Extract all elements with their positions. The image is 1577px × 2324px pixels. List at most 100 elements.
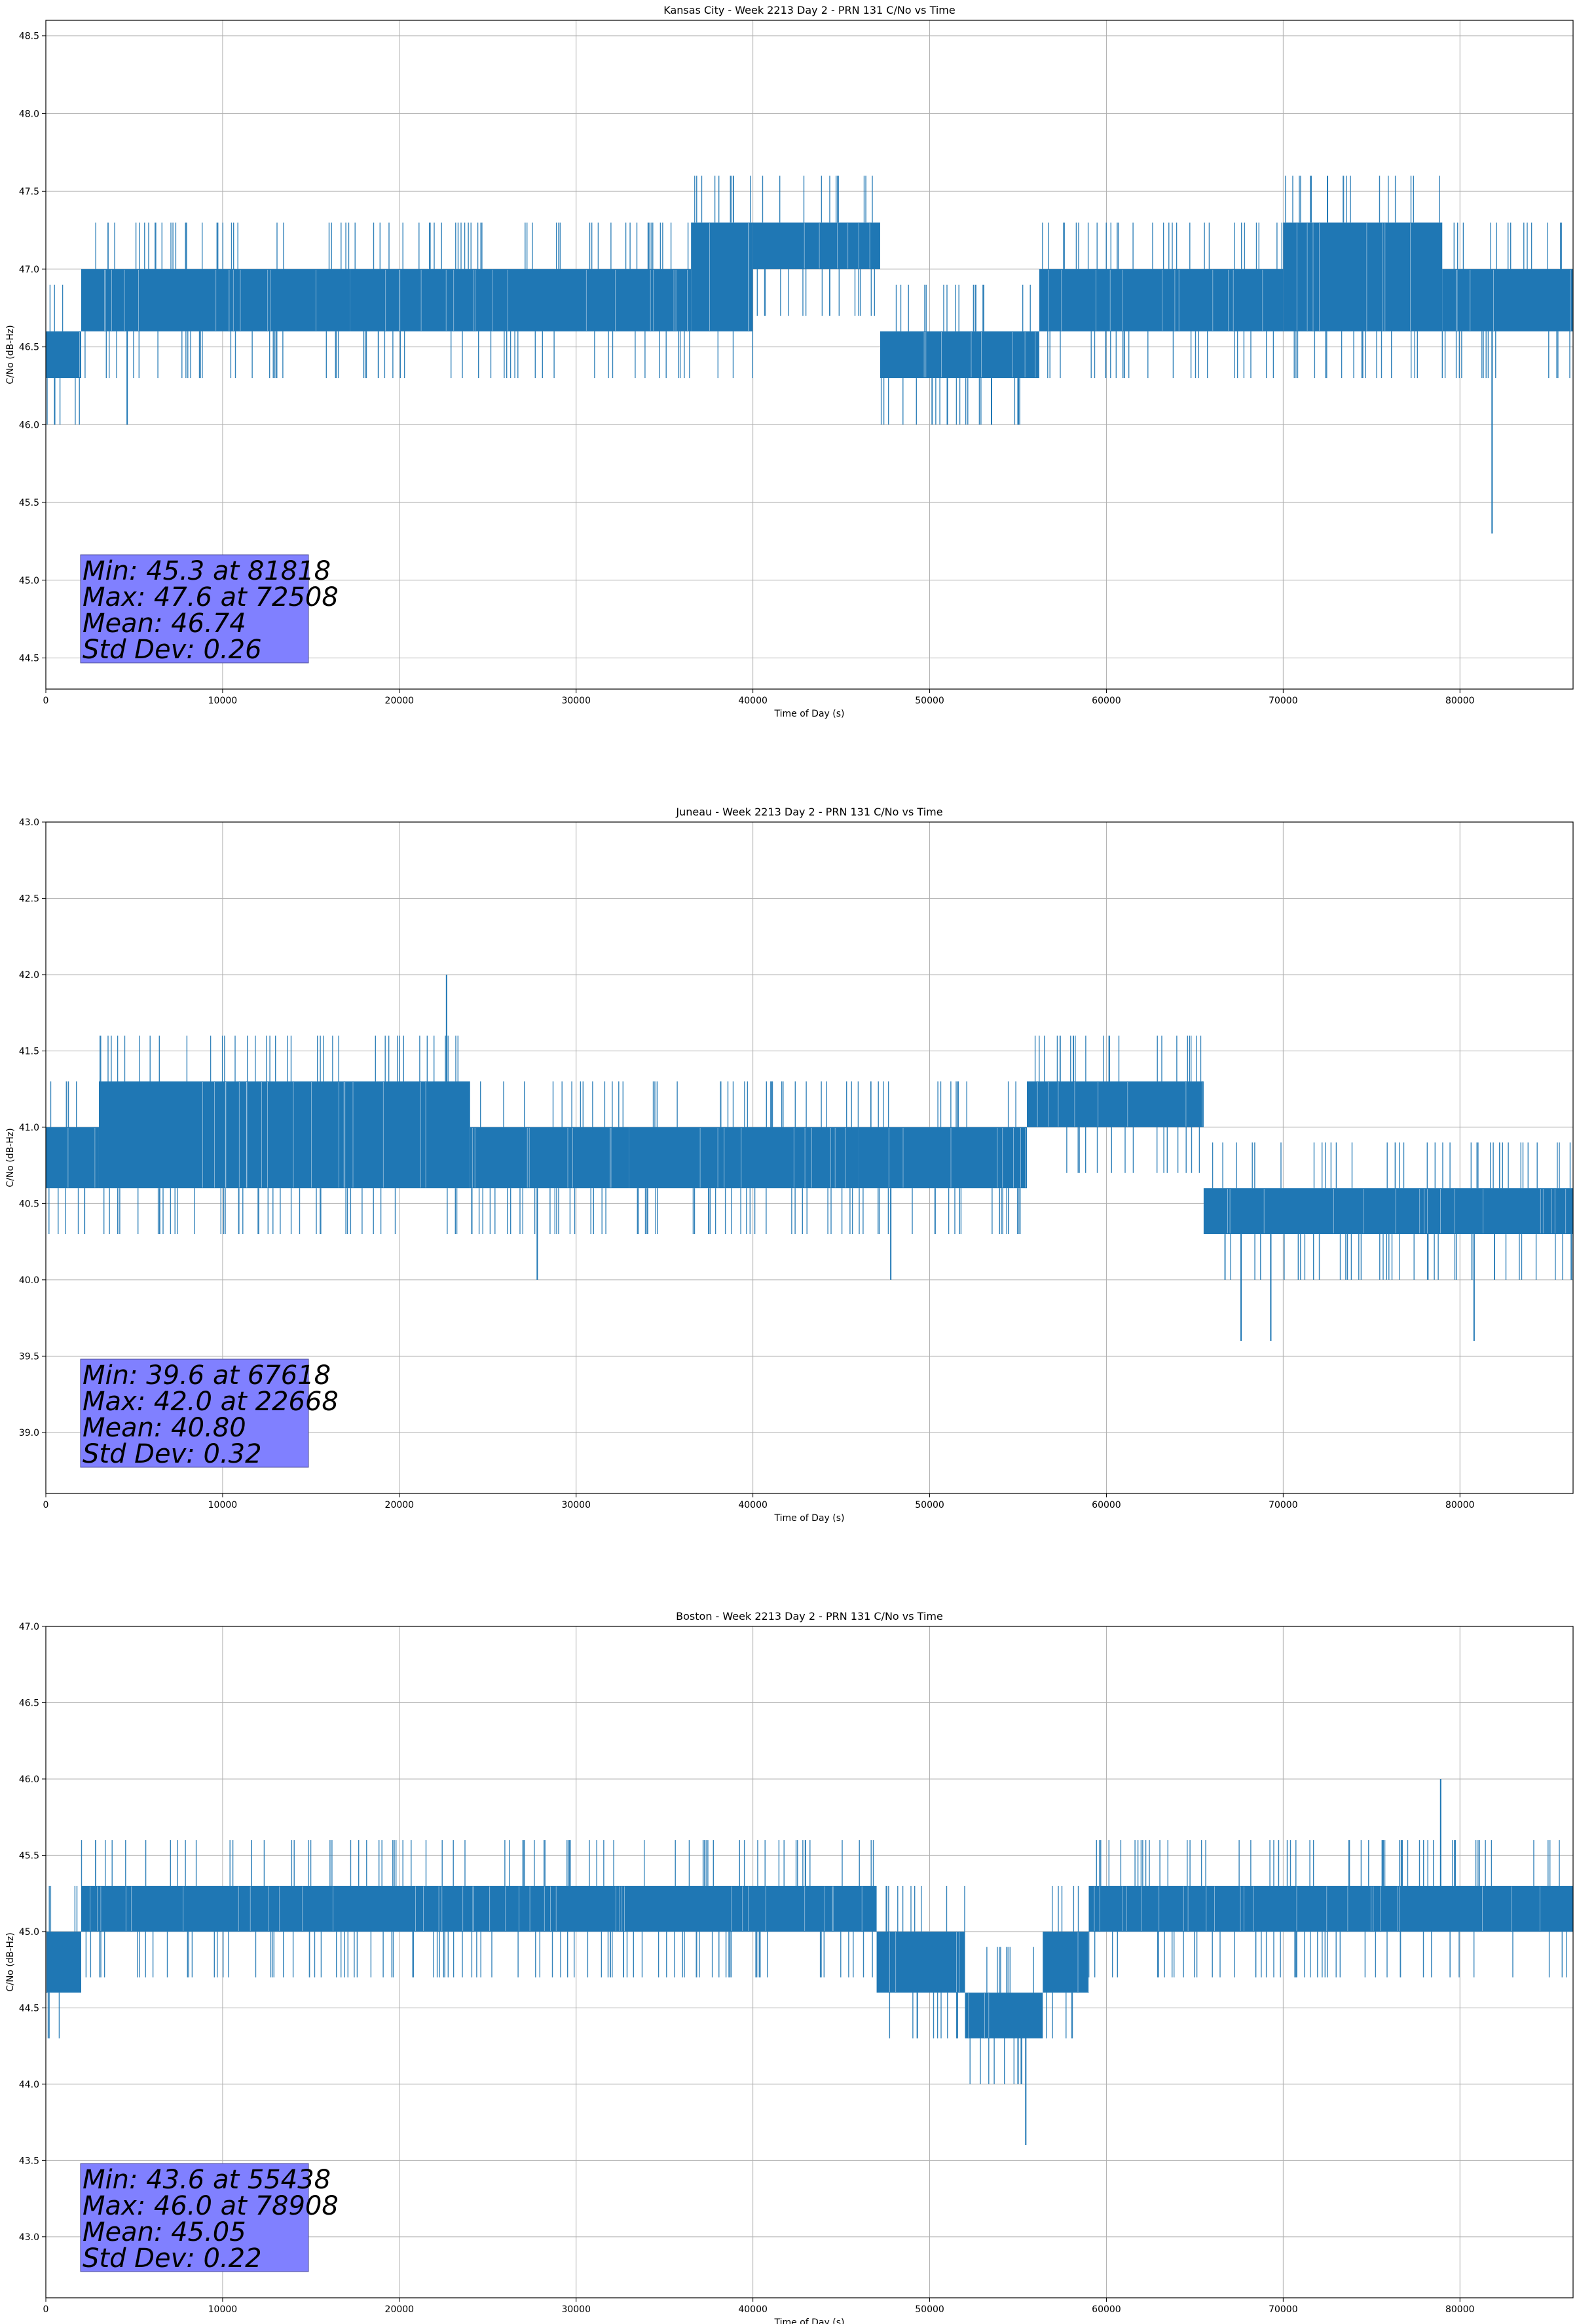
stats-line-0: Min: 45.3 at 81818 xyxy=(83,556,331,586)
stats-line-0: Min: 39.6 at 67618 xyxy=(83,1360,331,1391)
data-band-0 xyxy=(46,331,81,379)
data-band-4 xyxy=(859,1127,1027,1189)
chart-panel-0: 0 10000 20000 30000 40000 50000 60000 70000 8000… xyxy=(5,4,1574,719)
x-tick-label-5: 50000 xyxy=(915,696,944,706)
axes-frame xyxy=(45,821,1574,1494)
data-band-gaps-4 xyxy=(804,223,870,269)
x-tick-label-8: 80000 xyxy=(1445,1500,1475,1510)
y-tick-label-5: 41.5 xyxy=(19,1046,39,1057)
x-tick-label-4: 40000 xyxy=(738,1500,768,1510)
y-tick-label-6: 46.0 xyxy=(19,1774,39,1785)
x-tick-label-0: 0 xyxy=(43,2304,49,2315)
y-tick-label-3: 40.5 xyxy=(19,1199,39,1209)
data-band-2 xyxy=(350,269,692,331)
y-tick-label-5: 47.0 xyxy=(19,265,39,275)
x-tick-label-8: 80000 xyxy=(1445,2304,1475,2315)
data-band-gaps-4 xyxy=(888,1127,1026,1188)
chart-title: Boston - Week 2213 Day 2 - PRN 131 C/No … xyxy=(676,1610,943,1622)
y-tick-label-6: 47.5 xyxy=(19,187,39,197)
y-tick-label-3: 46.0 xyxy=(19,420,39,430)
data-band-4 xyxy=(1043,1931,1089,1993)
data-band-texture-7 xyxy=(1285,176,1440,379)
x-tick-label-1: 10000 xyxy=(208,696,238,706)
y-tick-label-2: 40.0 xyxy=(19,1275,39,1286)
data-band-4 xyxy=(752,222,880,269)
data-band-1 xyxy=(81,1886,877,1932)
stats-line-2: Mean: 45.05 xyxy=(83,2217,246,2247)
y-tick-label-2: 45.5 xyxy=(19,498,39,508)
y-axis-label: C/No (dB-Hz) xyxy=(5,1128,16,1187)
chart-panel-1: 0 10000 20000 30000 40000 50000 60000 70000 8000… xyxy=(5,806,1574,1524)
chart-title: Kansas City - Week 2213 Day 2 - PRN 131 … xyxy=(663,4,955,16)
x-tick-label-8: 80000 xyxy=(1445,696,1475,706)
y-tick-label-5: 45.5 xyxy=(19,1850,39,1861)
data-band-5 xyxy=(880,331,1039,379)
axes-frame xyxy=(45,20,1574,690)
data-band-texture-6 xyxy=(1042,222,1282,379)
data-band-texture-2 xyxy=(885,1886,965,2038)
data-band-texture-3 xyxy=(637,1081,859,1234)
stats-box xyxy=(80,1359,309,1468)
y-tick-label-8: 48.5 xyxy=(19,31,39,42)
y-tick-label-1: 45.0 xyxy=(19,576,39,586)
data-band-texture-6 xyxy=(1212,1142,1572,1280)
data-band-gaps-8 xyxy=(1456,269,1574,331)
data-band-gaps-7 xyxy=(1296,223,1411,331)
x-tick-label-1: 10000 xyxy=(208,1500,238,1510)
data-band-gaps-5 xyxy=(923,331,1036,378)
x-tick-label-2: 20000 xyxy=(385,696,415,706)
data-band-2 xyxy=(470,1127,629,1189)
data-band-8 xyxy=(1442,269,1573,331)
data-band-0 xyxy=(46,1931,81,1993)
data-band-gaps-4 xyxy=(1077,1932,1089,1993)
data-band-3 xyxy=(691,222,753,331)
data-band-gaps-5 xyxy=(1094,1886,1540,1931)
stats-line-3: Std Dev: 0.26 xyxy=(83,635,262,665)
data-band-gaps-1 xyxy=(104,269,316,331)
data-band-gaps-6 xyxy=(1048,269,1263,331)
y-tick-label-7: 42.5 xyxy=(19,893,39,904)
y-tick-label-4: 45.0 xyxy=(19,1927,39,1938)
stats-line-1: Max: 47.6 at 72508 xyxy=(83,582,339,612)
data-band-6 xyxy=(1203,1188,1573,1234)
y-tick-label-3: 44.5 xyxy=(19,2003,39,2014)
stats-line-3: Std Dev: 0.22 xyxy=(83,2243,262,2274)
data-band-texture-5 xyxy=(1034,1036,1202,1173)
data-band-gaps-3 xyxy=(968,1993,990,2038)
data-band-texture-4 xyxy=(1046,1886,1079,2038)
x-tick-label-0: 0 xyxy=(43,1500,49,1510)
stats-line-1: Max: 42.0 at 22668 xyxy=(83,1387,339,1417)
chart-panel-2: 0 10000 20000 30000 40000 50000 60000 70000 8000… xyxy=(5,1610,1574,2324)
stats-box xyxy=(80,2163,309,2272)
data-band-texture-3 xyxy=(969,1947,1034,2084)
stats-line-2: Mean: 40.80 xyxy=(83,1413,246,1443)
data-band-texture-8 xyxy=(1441,222,1570,379)
x-tick-label-6: 60000 xyxy=(1092,696,1121,706)
x-tick-label-2: 20000 xyxy=(385,1500,415,1510)
data-band-3 xyxy=(629,1127,859,1189)
data-band-gaps-6 xyxy=(1227,1189,1567,1233)
data-band-gaps-2 xyxy=(385,269,688,331)
y-tick-label-8: 43.0 xyxy=(19,817,39,828)
y-tick-label-0: 43.0 xyxy=(19,2232,39,2243)
y-tick-label-4: 41.0 xyxy=(19,1123,39,1133)
x-tick-label-0: 0 xyxy=(43,696,49,706)
x-tick-label-5: 50000 xyxy=(915,2304,944,2315)
x-tick-label-3: 30000 xyxy=(561,2304,591,2315)
data-band-texture-1 xyxy=(81,1840,874,1977)
x-tick-label-4: 40000 xyxy=(738,696,768,706)
x-tick-label-2: 20000 xyxy=(385,2304,415,2315)
x-tick-label-3: 30000 xyxy=(561,696,591,706)
stats-box xyxy=(80,554,309,664)
x-tick-label-3: 30000 xyxy=(561,1500,591,1510)
stats-line-3: Std Dev: 0.32 xyxy=(83,1439,262,1469)
y-tick-label-2: 44.0 xyxy=(19,2080,39,2090)
data-band-gaps-2 xyxy=(889,1932,960,1993)
x-tick-label-7: 70000 xyxy=(1269,1500,1298,1510)
stats-line-0: Min: 43.6 at 55438 xyxy=(83,2165,331,2195)
x-tick-label-7: 70000 xyxy=(1269,2304,1298,2315)
data-band-2 xyxy=(876,1931,965,1993)
data-band-gaps-3 xyxy=(699,1127,846,1188)
stats-line-1: Max: 46.0 at 78908 xyxy=(83,2191,339,2221)
y-tick-label-6: 42.0 xyxy=(19,970,39,981)
